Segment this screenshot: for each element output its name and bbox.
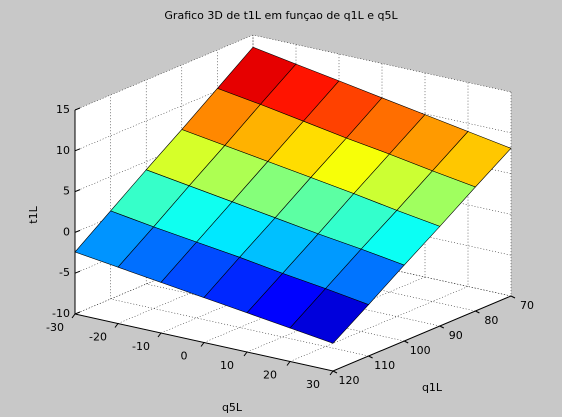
y-tick-label: 100 — [410, 344, 431, 357]
z-tick — [74, 107, 81, 111]
y-tick — [332, 370, 338, 374]
x-tick-label: 20 — [263, 369, 277, 382]
z-tick — [74, 148, 81, 152]
z-tick-label: -5 — [59, 266, 70, 279]
x-tick-label: 0 — [181, 350, 188, 363]
y-tick — [439, 325, 445, 329]
y-tick-label: 110 — [374, 359, 395, 372]
x-tick — [71, 313, 76, 319]
x-tick-label: -30 — [46, 321, 64, 334]
z-tick-label: 5 — [63, 185, 70, 198]
y-tick — [368, 355, 373, 359]
y-tick-label: 70 — [520, 299, 534, 312]
x-tick-label: 30 — [306, 378, 320, 391]
surface-patch — [289, 288, 370, 344]
y-tick — [475, 310, 480, 314]
x-axis-label: q5L — [222, 401, 243, 414]
z-tick-label: 15 — [56, 103, 70, 116]
y-tick — [403, 340, 409, 344]
surface — [74, 46, 512, 344]
z-tick-label: -10 — [52, 307, 70, 320]
z-tick — [74, 270, 81, 274]
grid-line — [110, 95, 369, 357]
z-tick-label: 10 — [56, 144, 70, 157]
chart-title: Grafico 3D de t1L em funçao de q1L e q5L — [164, 9, 398, 22]
x-tick — [200, 342, 205, 347]
x-tick — [329, 370, 334, 376]
z-tick — [74, 189, 81, 193]
axes: -30 -20 -10 0 10 20 30 70 80 90 100 110 120 -10 -5 0 5 10… — [46, 103, 534, 391]
grid-line — [74, 34, 512, 111]
y-tick-label: 90 — [449, 329, 463, 342]
z-tick — [74, 229, 81, 233]
x-tick-label: -20 — [89, 331, 107, 344]
x-tick-label: 10 — [220, 359, 234, 372]
axis-line — [74, 110, 512, 372]
y-tick — [510, 295, 516, 299]
x-tick — [114, 323, 119, 328]
x-tick-label: -10 — [132, 340, 150, 353]
x-tick — [157, 332, 162, 338]
grid-line — [74, 238, 512, 315]
grid-line — [145, 80, 405, 342]
x-tick — [286, 361, 291, 366]
y-axis-label: q1L — [422, 381, 443, 394]
x-tick — [243, 351, 248, 357]
z-tick-label: 0 — [63, 225, 70, 238]
z-tick — [74, 311, 81, 315]
grid-line — [74, 75, 512, 152]
y-tick-label: 80 — [484, 314, 498, 327]
y-tick-label: 120 — [339, 374, 360, 387]
z-axis-label: t1L — [27, 205, 40, 223]
